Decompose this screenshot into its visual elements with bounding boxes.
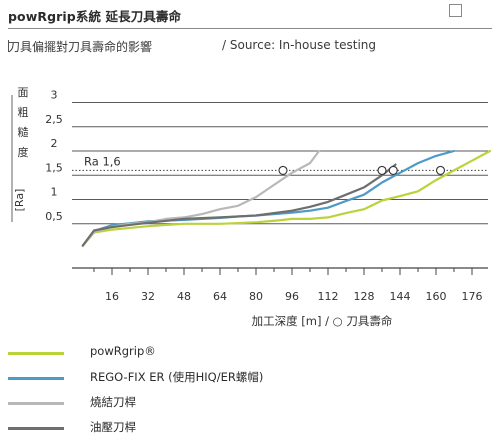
legend-label: powRgrip® [90, 344, 156, 358]
tool-life-markers [278, 165, 446, 175]
legend-swatch [8, 402, 64, 405]
y-axis-unit: [Ra] [13, 189, 26, 212]
legend-swatch [8, 352, 64, 355]
x-tick-label: 32 [141, 290, 155, 303]
chart-title: powRgrip系統 延長刀具壽命 [8, 9, 182, 24]
legend-label: 油壓刀桿 [90, 420, 136, 434]
series-line [81, 163, 397, 247]
legend-label: REGO-FIX ER (使用HIQ/ER螺帽) [90, 370, 264, 384]
tool-life-marker [435, 165, 446, 175]
x-tick-label: 128 [354, 290, 375, 303]
x-tick-label: 48 [177, 290, 191, 303]
tool-life-marker [388, 165, 398, 175]
header-divider [8, 28, 492, 30]
tool-life-marker [278, 165, 288, 175]
x-tick-label: 64 [213, 290, 227, 303]
x-tick-label: 112 [318, 290, 339, 303]
chart-subtitle: 刀具偏擺對刀具壽命的影響 [8, 40, 153, 54]
x-tick-label: 80 [249, 290, 263, 303]
y-tick-label: 2,5 [45, 113, 63, 126]
y-tick-label: 0,5 [45, 210, 63, 223]
x-axis-label: 加工深度 [m] / ○ 刀具壽命 [252, 314, 393, 328]
x-axis: 16 32 48 64 80 96 112 128 144 160 176 [72, 267, 488, 303]
reference-line-label: Ra 1,6 [84, 154, 121, 168]
y-tick-label: 2 [51, 137, 58, 150]
tool-life-marker [377, 165, 387, 175]
x-tick-label: 176 [462, 290, 483, 303]
y-tick-label: 3 [51, 89, 58, 102]
x-tick-label: 160 [426, 290, 447, 303]
y-tick-label: 1,5 [45, 161, 63, 174]
source-note: / Source: In-house testing [222, 38, 377, 52]
subtitle-marker [8, 40, 10, 52]
series-line [81, 149, 456, 247]
x-tick-label: 16 [105, 290, 119, 303]
y-axis-label-char: 面 [18, 86, 29, 99]
legend-swatch [8, 427, 64, 430]
series-group [81, 149, 492, 247]
y-tick-labels: 0,5 1 1,5 2 2,5 3 [45, 89, 63, 223]
y-axis-label-char: 糙 [18, 125, 29, 139]
y-tick-label: 1 [51, 186, 58, 199]
grid-lines [72, 102, 488, 225]
y-axis-label-char: 度 [18, 145, 29, 159]
x-tick-label: 144 [390, 290, 411, 303]
checkbox-icon [449, 4, 462, 17]
series-line [81, 149, 492, 247]
legend-label: 燒結刀桿 [90, 395, 136, 409]
legend-swatch [8, 377, 64, 380]
y-axis-label-char: 粗 [18, 106, 29, 119]
x-tick-label: 96 [285, 290, 299, 303]
